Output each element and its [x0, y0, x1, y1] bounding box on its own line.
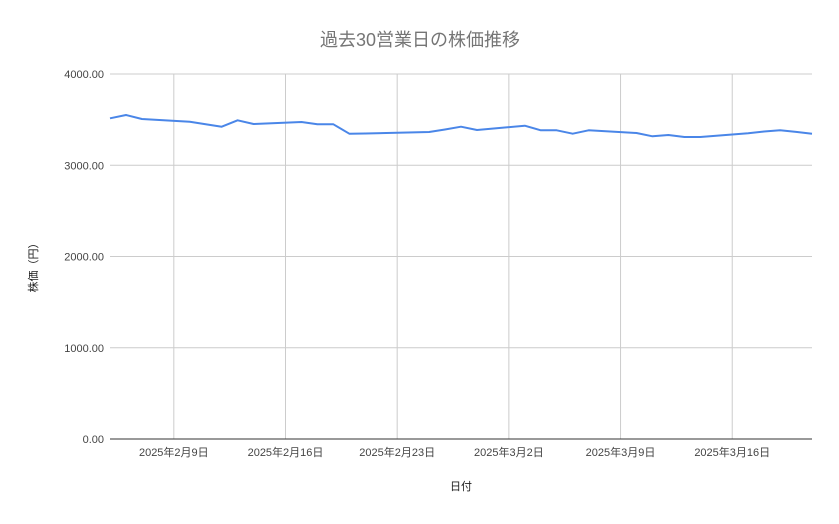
- x-axis-label: 日付: [450, 480, 472, 493]
- chart-title: 過去30営業日の株価推移: [320, 30, 520, 50]
- x-tick-label: 2025年2月9日: [139, 445, 209, 459]
- y-tick-label: 2000.00: [64, 252, 104, 264]
- x-axis-ticks: 2025年2月9日 2025年2月16日 2025年2月23日 2025年3月2日 20…: [139, 445, 770, 459]
- x-tick-label: 2025年2月23日: [359, 445, 435, 459]
- x-tick-label: 2025年2月16日: [248, 445, 324, 459]
- y-tick-label: 4000.00: [64, 69, 104, 81]
- y-tick-label: 1000.00: [64, 343, 104, 355]
- x-tick-label: 2025年3月16日: [694, 445, 770, 459]
- series-line: [109, 114, 813, 138]
- y-tick-label: 0.00: [83, 434, 104, 446]
- y-axis-ticks: 0.00 1000.00 2000.00 3000.00 4000.00: [64, 69, 104, 446]
- y-tick-label: 3000.00: [64, 160, 104, 172]
- x-tick-label: 2025年3月2日: [474, 445, 544, 459]
- x-tick-label: 2025年3月9日: [586, 445, 656, 459]
- y-axis-label: 株価（円）: [26, 238, 40, 293]
- gridlines: [110, 73, 812, 439]
